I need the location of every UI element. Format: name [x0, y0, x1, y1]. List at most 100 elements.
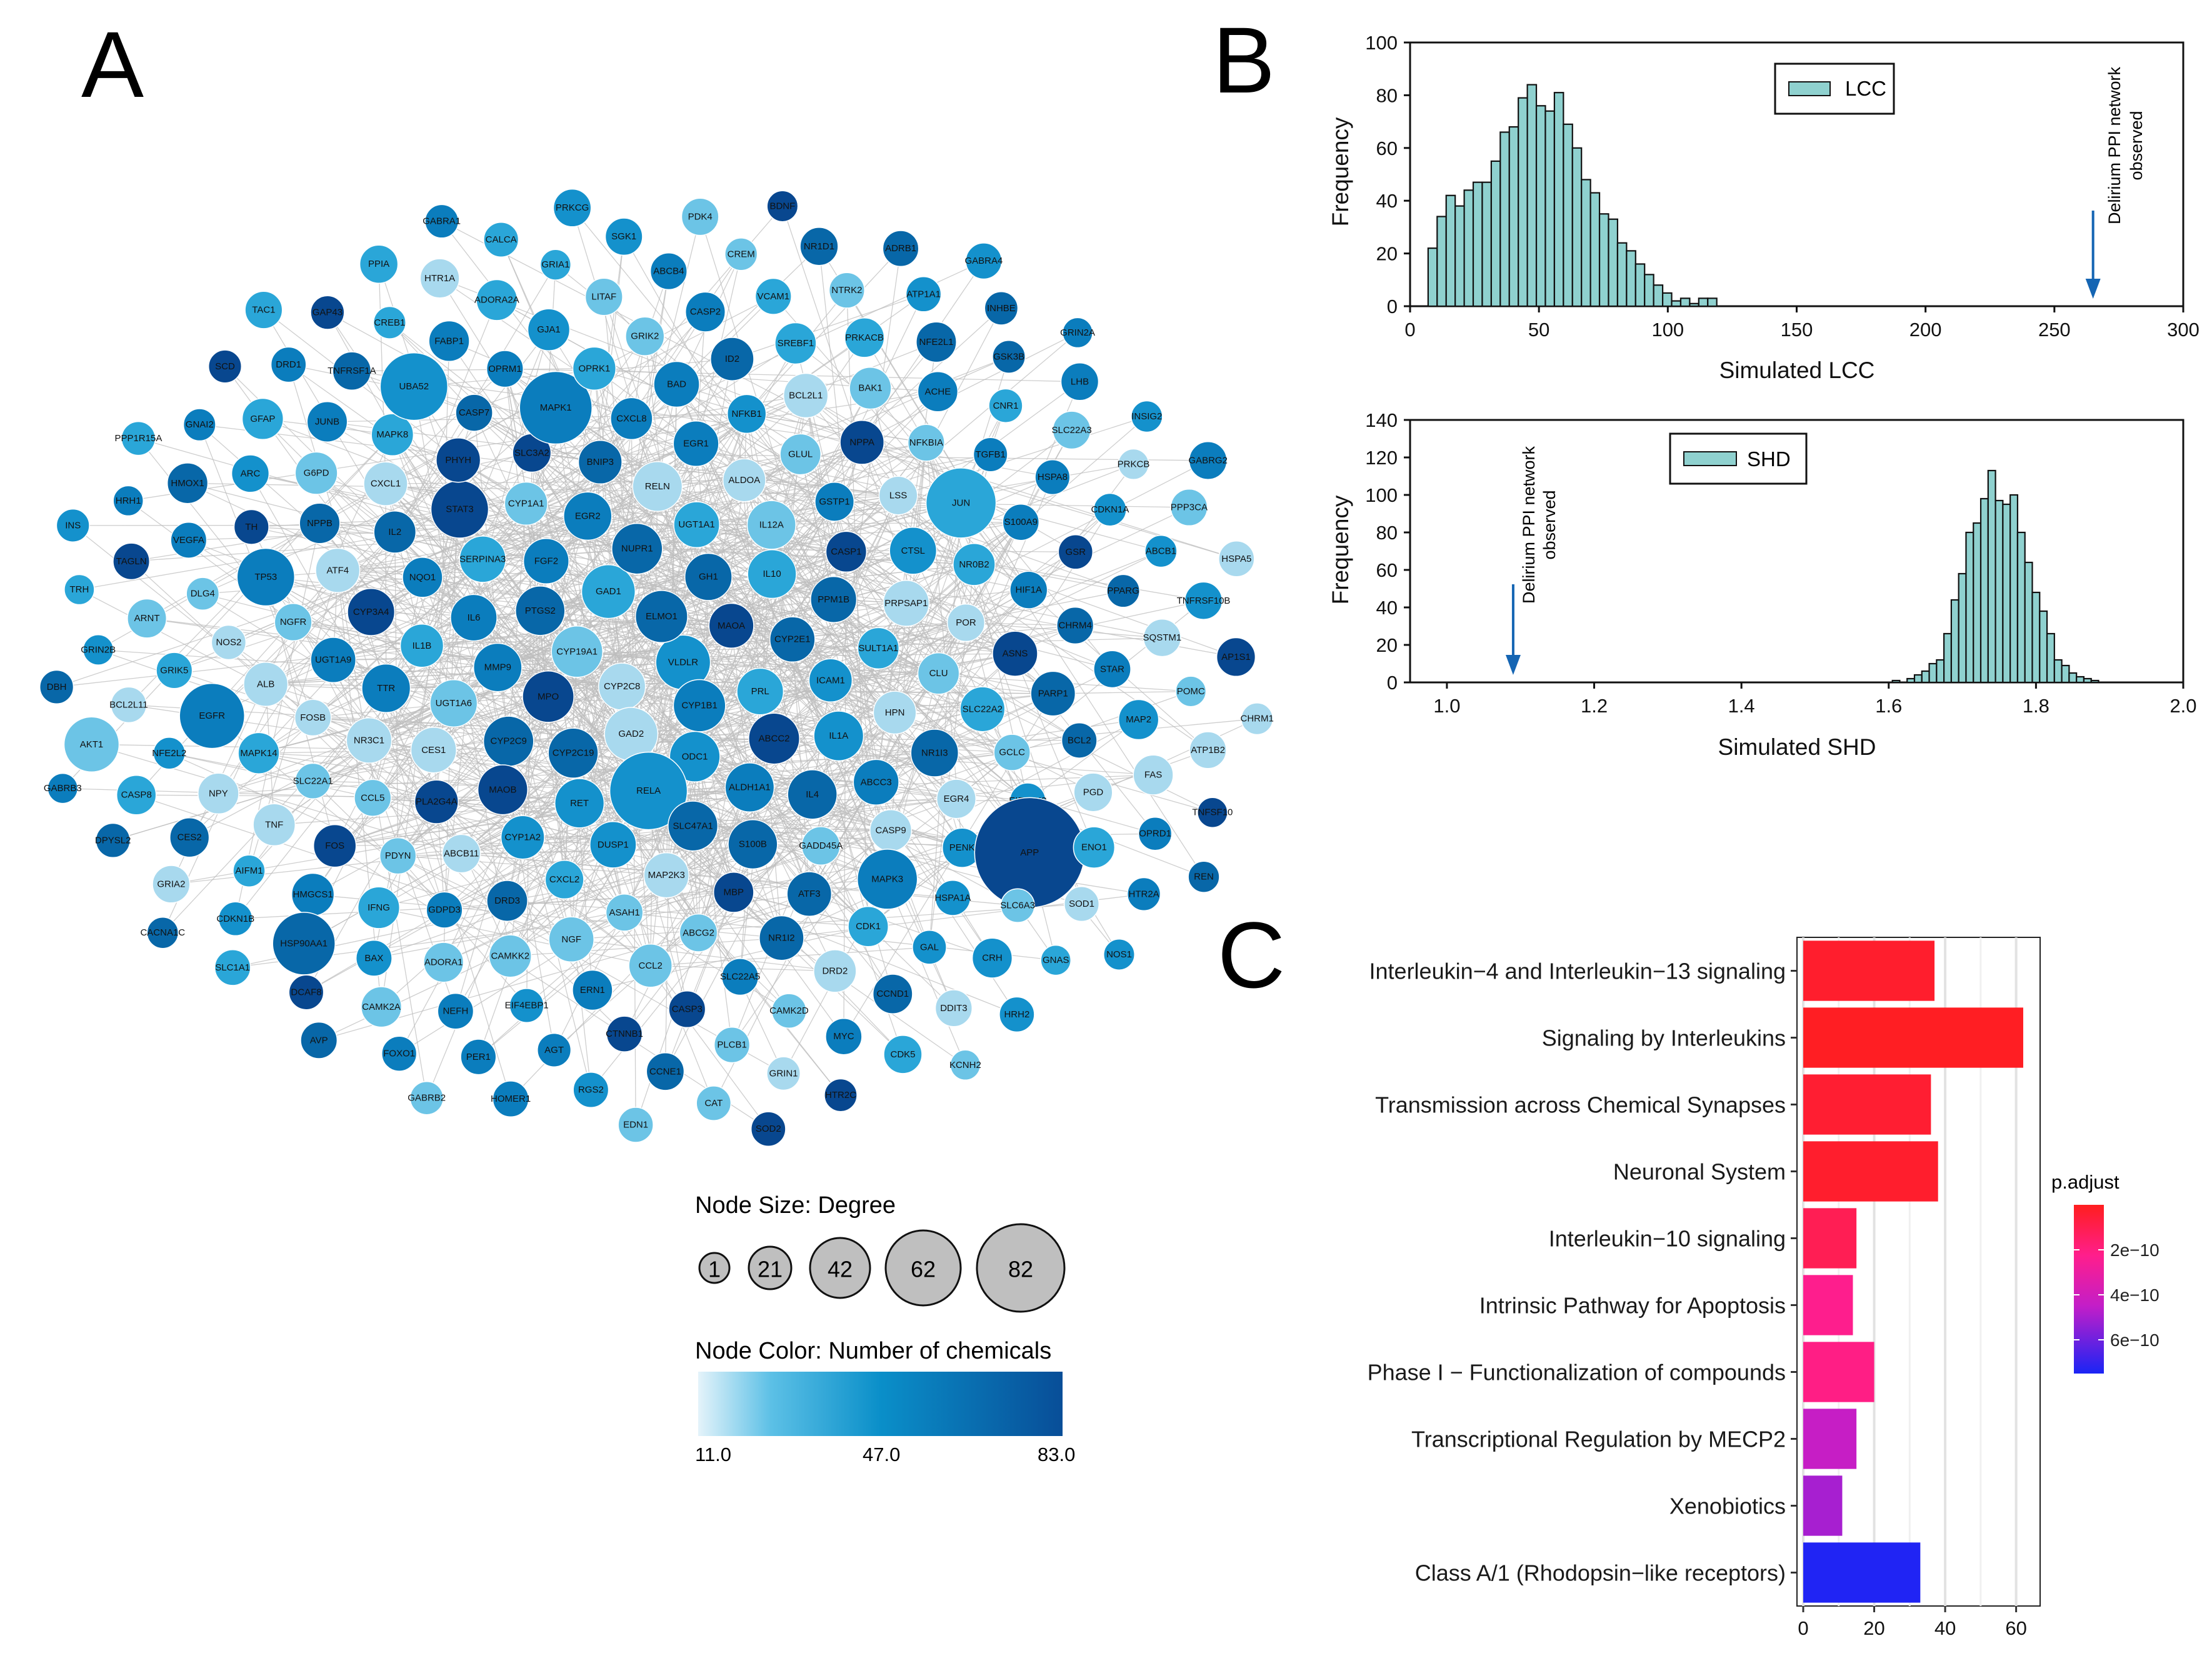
node-label: POR — [956, 617, 976, 628]
network-node — [965, 242, 1003, 280]
histogram-bar — [1921, 670, 1930, 684]
node-label: FABP1 — [434, 336, 464, 346]
histogram-bar — [2009, 494, 2019, 684]
node-label: SLC22A2 — [963, 704, 1003, 714]
node-label: HSPA1A — [934, 892, 971, 903]
network-node — [211, 624, 247, 661]
network-node — [572, 969, 613, 1011]
network-node — [1093, 492, 1127, 527]
node-label: ASNS — [1003, 649, 1028, 659]
network-node — [917, 652, 960, 695]
node-label: TRH — [69, 584, 89, 595]
network-node — [363, 461, 408, 506]
node-label: POMC — [1177, 686, 1205, 697]
network-node — [759, 915, 804, 961]
node-label: DPYSL2 — [95, 835, 131, 845]
network-node — [632, 461, 683, 512]
network-edge — [579, 803, 651, 966]
network-node — [56, 508, 90, 542]
network-node — [1170, 488, 1208, 527]
node-label: AGT — [544, 1045, 564, 1055]
network-node — [551, 626, 603, 678]
enrichment-category-labels: Interleukin−4 and Interleukin−13 signali… — [1368, 959, 1797, 1586]
network-node — [853, 759, 899, 806]
network-node — [424, 204, 459, 239]
network-node — [153, 737, 186, 770]
network-node — [573, 1072, 609, 1109]
node-label: GABRB3 — [44, 783, 82, 794]
node-label: BAX — [364, 953, 383, 964]
node-label: IL1B — [413, 641, 432, 651]
node-label: CYP3A4 — [353, 607, 389, 617]
node-label: SREBF1 — [778, 338, 814, 349]
network-node — [625, 316, 665, 356]
x-tick-label: 300 — [2167, 319, 2199, 341]
node-color-tick: 47.0 — [863, 1444, 900, 1465]
node-label: DRD1 — [276, 359, 301, 370]
network-node — [774, 322, 817, 365]
node-label: AP1S1 — [1221, 652, 1251, 662]
network-node — [783, 372, 829, 419]
node-label: MAPK1 — [540, 402, 572, 413]
y-tick-label: 20 — [1376, 634, 1398, 656]
network-node — [1218, 541, 1255, 577]
node-label: FOS — [325, 840, 344, 851]
network-node — [441, 834, 481, 874]
padjust-legend-title: p.adjust — [2051, 1171, 2119, 1193]
network-edge — [385, 484, 423, 646]
histogram-bar — [2076, 676, 2085, 684]
network-node — [274, 603, 313, 642]
node-label: JUNB — [315, 417, 339, 427]
network-node — [1241, 702, 1274, 736]
x-tick-label: 20 — [1863, 1617, 1884, 1639]
network-node — [857, 627, 900, 670]
network-edge — [62, 434, 393, 789]
node-label: MAPK3 — [871, 874, 903, 884]
network-edge — [509, 261, 984, 957]
node-label: CES2 — [178, 832, 202, 843]
network-node — [539, 249, 572, 281]
x-tick-label: 1.2 — [1581, 695, 1608, 717]
histogram-bar — [1535, 105, 1546, 307]
network-edge — [812, 794, 1018, 906]
network-node — [244, 291, 283, 329]
node-label: APP — [1020, 847, 1039, 858]
node-label: SOD2 — [756, 1124, 781, 1134]
histogram-bar — [2061, 664, 2070, 684]
node-label: CASP1 — [831, 546, 861, 557]
network-edge — [98, 368, 595, 651]
node-label: NR3C1 — [354, 735, 384, 746]
category-label: Xenobiotics — [1669, 1494, 1786, 1519]
size-legend-value: 21 — [758, 1257, 783, 1282]
network-node — [156, 652, 193, 689]
x-tick-label: 50 — [1528, 319, 1549, 341]
network-node — [95, 822, 131, 859]
network-node — [728, 819, 778, 870]
network-node — [332, 351, 372, 391]
network-node — [934, 989, 973, 1027]
node-label: HSPA5 — [1221, 554, 1251, 564]
node-label: CXCL8 — [616, 413, 646, 424]
shd-legend: SHD — [1669, 432, 1808, 485]
network-edge — [131, 561, 266, 685]
node-label: NR1D1 — [804, 241, 834, 252]
node-label: MAP2K3 — [648, 870, 685, 880]
network-edge — [676, 246, 819, 385]
network-graph: VLDLR CYP2C8 ELMO1 CYP1B1 CYP19A1 MAOA GAD2 GAD… — [39, 188, 1274, 1147]
network-node — [771, 993, 807, 1029]
network-node — [488, 934, 532, 978]
enrichment-bar — [1803, 1208, 1857, 1269]
node-label: CTSL — [901, 546, 925, 556]
network-node — [589, 821, 637, 869]
network-edge — [203, 593, 498, 668]
node-label: HTR1A — [424, 273, 455, 284]
node-label: PPP3CA — [1171, 502, 1208, 513]
network-node — [684, 552, 733, 601]
network-node — [801, 826, 841, 866]
lcc-legend-label: LCC — [1845, 77, 1886, 100]
network-node — [1073, 772, 1113, 812]
node-label: NEFH — [443, 1006, 468, 1017]
histogram-bar — [1571, 147, 1583, 307]
node-label: CHRM4 — [1059, 621, 1092, 631]
node-label: ACHE — [925, 386, 951, 397]
